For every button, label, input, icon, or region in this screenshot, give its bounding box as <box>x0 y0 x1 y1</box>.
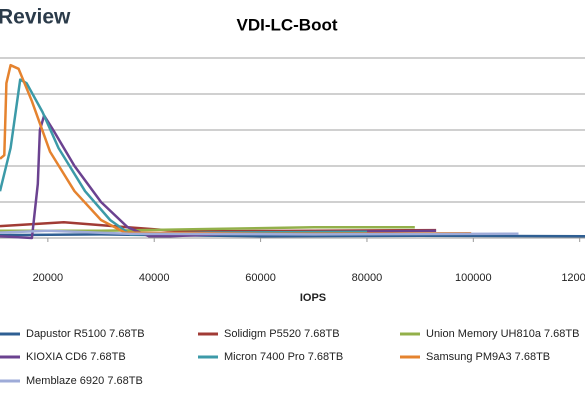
x-tick-label: 20000 <box>33 272 64 284</box>
legend-label: Memblaze 6920 7.68TB <box>26 375 143 387</box>
legend-label: Dapustor R5100 7.68TB <box>26 328 145 340</box>
series-line <box>0 78 368 236</box>
x-tick-label: 60000 <box>245 272 276 284</box>
legend-label: Union Memory UH810a 7.68TB <box>426 328 579 340</box>
x-tick-label: 120000 <box>561 272 585 284</box>
x-axis-label: IOPS <box>300 292 326 304</box>
x-tick-label: 100000 <box>455 272 492 284</box>
x-tick-label: 80000 <box>352 272 383 284</box>
legend-label: Solidigm P5520 7.68TB <box>224 328 340 340</box>
series-line <box>0 114 437 240</box>
x-tick-label: 40000 <box>139 272 170 284</box>
legend-label: Micron 7400 Pro 7.68TB <box>224 351 343 363</box>
chart-title: VDI-LC-Boot <box>236 15 337 34</box>
series-line <box>0 229 519 236</box>
logo-text: Review <box>0 6 71 29</box>
legend-label: Samsung PM9A3 7.68TB <box>426 351 550 363</box>
series-line <box>0 63 472 235</box>
series-line <box>0 233 585 238</box>
legend-label: KIOXIA CD6 7.68TB <box>26 351 126 363</box>
